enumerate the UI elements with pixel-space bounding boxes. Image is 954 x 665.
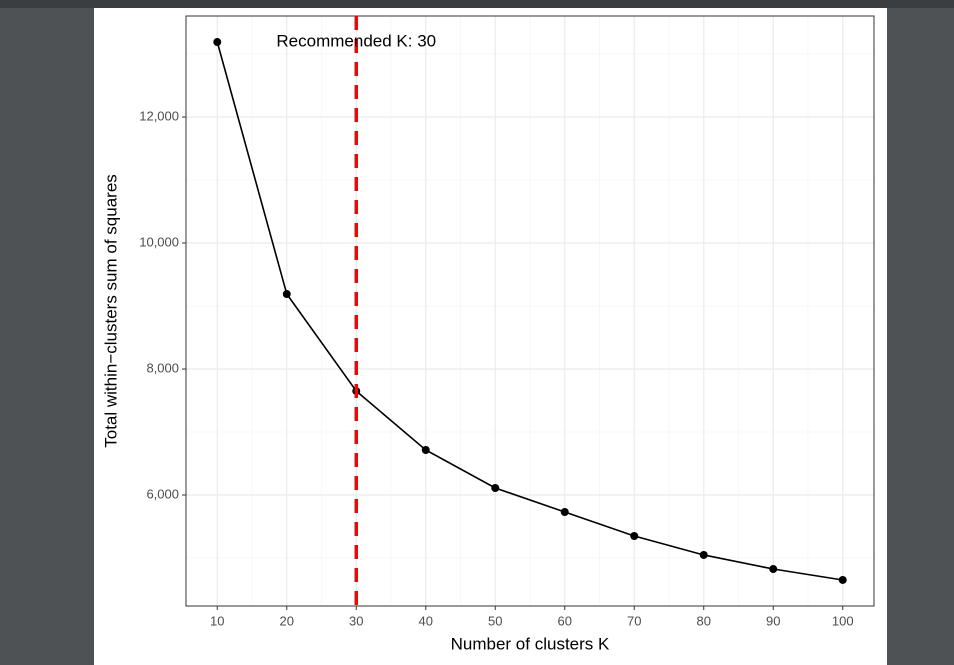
y-tick-label: 10,000	[139, 234, 179, 249]
x-tick-label: 30	[349, 613, 363, 628]
x-tick-label: 40	[419, 613, 433, 628]
point	[491, 484, 500, 492]
panel	[94, 8, 887, 665]
point	[769, 565, 778, 574]
x-tick-label: 70	[627, 613, 641, 628]
point	[421, 446, 430, 455]
annotation: Recommended K: 30	[276, 31, 436, 50]
point	[630, 532, 639, 541]
x-tick-label: 60	[558, 613, 572, 628]
x-axis-label: Number of clusters K	[451, 634, 610, 653]
y-tick-label: 6,000	[146, 486, 179, 501]
x-tick-label: 80	[697, 613, 711, 628]
y-axis-label: Total within−clusters sum of squares	[101, 174, 120, 448]
x-tick-label: 50	[488, 613, 502, 628]
plot-border	[185, 15, 875, 607]
point	[699, 550, 708, 559]
point	[560, 508, 569, 517]
x-tick-label: 20	[280, 613, 294, 628]
x-tick-label: 90	[766, 613, 780, 628]
y-tick-label: 12,000	[139, 108, 179, 123]
y-tick-label: 8,000	[146, 360, 179, 375]
x-tick-label: 100	[832, 613, 854, 628]
point	[282, 290, 291, 299]
x-tick-label: 10	[210, 613, 224, 628]
point	[838, 575, 847, 584]
series-line	[216, 41, 843, 581]
top-bar	[0, 0, 954, 8]
point	[213, 38, 222, 47]
